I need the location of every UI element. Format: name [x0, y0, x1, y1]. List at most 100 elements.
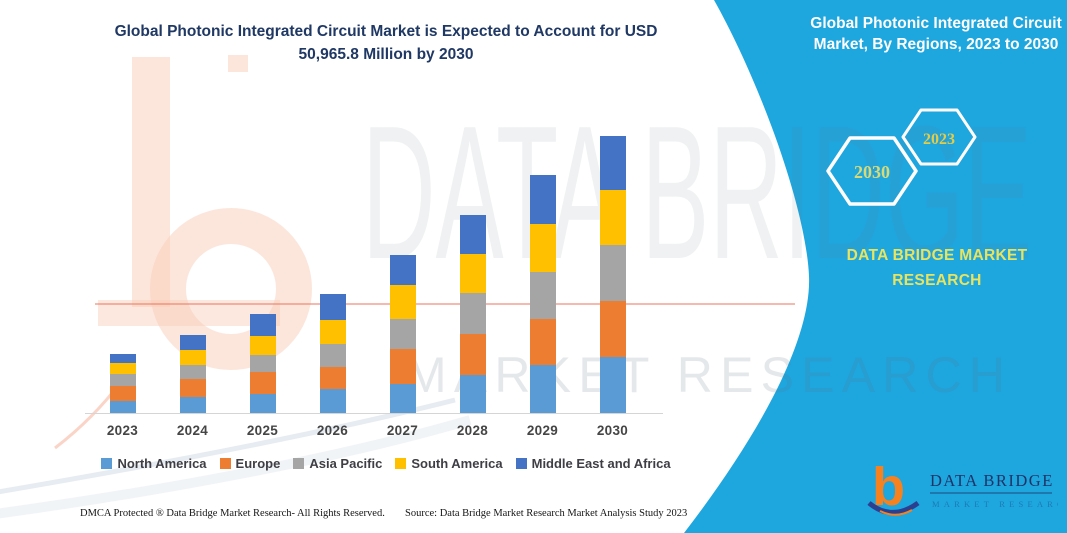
logo-b-icon: b — [872, 458, 905, 517]
watermark-big-text: DATA BRIDGE — [362, 87, 1032, 299]
bar-2030-middle-east-and-africa — [599, 135, 626, 191]
bar-2027-middle-east-and-africa — [389, 255, 416, 286]
x-axis-label-2026: 2026 — [316, 423, 349, 438]
bar-2023-asia-pacific — [109, 374, 136, 387]
bar-2028-europe — [459, 333, 486, 376]
bar-2026-asia-pacific — [319, 344, 346, 368]
bar-2026-north-america — [319, 388, 346, 413]
bar-2029-asia-pacific — [529, 271, 556, 320]
logo-wordmark: DATA BRIDGE — [930, 471, 1054, 490]
bar-2024-middle-east-and-africa — [179, 334, 206, 351]
chart-title-line2: 50,965.8 Million by 2030 — [298, 46, 474, 63]
watermark-swoosh-orange — [54, 371, 130, 450]
bar-2028-middle-east-and-africa — [459, 215, 486, 254]
bar-2025-asia-pacific — [249, 355, 276, 372]
x-axis-label-2025: 2025 — [246, 423, 279, 438]
bar-2028-north-america — [459, 375, 486, 413]
panel-brand-line1: DATA BRIDGE MARKET — [846, 247, 1028, 264]
dbmr-logo: b DATA BRIDGE MARKET RESEARCH — [867, 458, 1058, 517]
footer-source: Source: Data Bridge Market Research Mark… — [405, 508, 688, 519]
bar-2029-middle-east-and-africa — [529, 174, 556, 224]
legend-swatch-icon — [219, 458, 231, 469]
watermark-swoosh-2 — [0, 415, 472, 519]
watermark-accent-rect — [228, 55, 248, 72]
chart-title: Global Photonic Integrated Circuit Marke… — [80, 20, 692, 66]
bar-2027-north-america — [389, 383, 416, 413]
logo-swoosh-navy-icon — [867, 500, 920, 515]
chart-legend: North America Europe Asia Pacific South Ame… — [80, 456, 692, 471]
bar-2023-middle-east-and-africa — [109, 353, 136, 364]
legend-label: North America — [117, 456, 207, 471]
x-axis-label-2024: 2024 — [176, 423, 209, 438]
panel-brand-text: DATA BRIDGE MARKET RESEARCH — [808, 243, 1066, 293]
x-axis-label-2029: 2029 — [526, 423, 559, 438]
bar-2030-south-america — [599, 190, 626, 246]
bar-2029-north-america — [529, 365, 556, 413]
legend-item-middle-east-and-africa: Middle East and Africa — [515, 456, 671, 471]
bar-2024-europe — [179, 378, 206, 397]
bar-2030-north-america — [599, 357, 626, 413]
bar-2024-asia-pacific — [179, 365, 206, 379]
bar-2023-europe — [109, 386, 136, 402]
bar-2025-europe — [249, 372, 276, 395]
chart-title-line1: Global Photonic Integrated Circuit Marke… — [114, 23, 658, 40]
x-axis-label-2023: 2023 — [106, 423, 139, 438]
bar-2029-europe — [529, 319, 556, 366]
hexagon-2023-label: 2023 — [923, 131, 955, 148]
bar-2026-south-america — [319, 320, 346, 345]
legend-swatch-icon — [293, 458, 305, 469]
watermark-b-stem — [132, 57, 170, 307]
bar-2028-asia-pacific — [459, 292, 486, 334]
bar-2030-europe — [599, 301, 626, 358]
x-axis-label-2027: 2027 — [386, 423, 419, 438]
bar-2023-north-america — [109, 401, 136, 413]
panel-title-line2: Market, By Regions, 2023 to 2030 — [813, 36, 1059, 53]
logo-swoosh-orange-icon — [879, 509, 913, 516]
bar-2023-south-america — [109, 363, 136, 375]
footer-dmca: DMCA Protected ® Data Bridge Market Rese… — [80, 508, 385, 519]
blue-panel-path — [684, 0, 1067, 533]
bar-2025-middle-east-and-africa — [249, 314, 276, 337]
x-axis-line — [85, 413, 663, 414]
bar-2027-europe — [389, 348, 416, 384]
hexagon-2030 — [826, 136, 918, 206]
legend-swatch-icon — [395, 458, 407, 469]
legend-item-europe: Europe — [219, 456, 281, 471]
watermark-swoosh-1 — [0, 397, 456, 495]
legend-item-asia-pacific: Asia Pacific — [293, 456, 382, 471]
panel-title-line1: Global Photonic Integrated Circuit — [810, 15, 1062, 32]
logo-wordmark-sub: MARKET RESEARCH — [932, 499, 1058, 509]
bar-2026-europe — [319, 367, 346, 389]
bar-2025-north-america — [249, 394, 276, 413]
bar-2024-north-america — [179, 396, 206, 413]
legend-label: Asia Pacific — [309, 456, 383, 471]
watermark-b-bowl — [150, 208, 312, 370]
legend-label: South America — [411, 456, 503, 471]
panel-brand-line2: RESEARCH — [892, 272, 982, 289]
watermark-sub-text: MARKET RESEARCH — [405, 347, 1005, 403]
bar-2028-south-america — [459, 253, 486, 293]
legend-item-north-america: North America — [101, 456, 207, 471]
legend-swatch-icon — [515, 458, 527, 469]
legend-label: Middle East and Africa — [531, 456, 671, 471]
legend-label: Europe — [235, 456, 281, 471]
bar-2027-south-america — [389, 285, 416, 319]
hexagon-2030-label: 2030 — [854, 162, 890, 182]
legend-swatch-icon — [101, 458, 113, 469]
bar-2027-asia-pacific — [389, 318, 416, 349]
watermark-underline-rule — [95, 303, 795, 305]
x-axis-label-2028: 2028 — [456, 423, 489, 438]
bar-2029-south-america — [529, 223, 556, 272]
bar-2024-south-america — [179, 350, 206, 366]
bar-2025-south-america — [249, 336, 276, 356]
legend-item-south-america: South America — [395, 456, 503, 471]
hexagon-2023 — [901, 108, 977, 166]
bar-2026-middle-east-and-africa — [319, 294, 346, 321]
